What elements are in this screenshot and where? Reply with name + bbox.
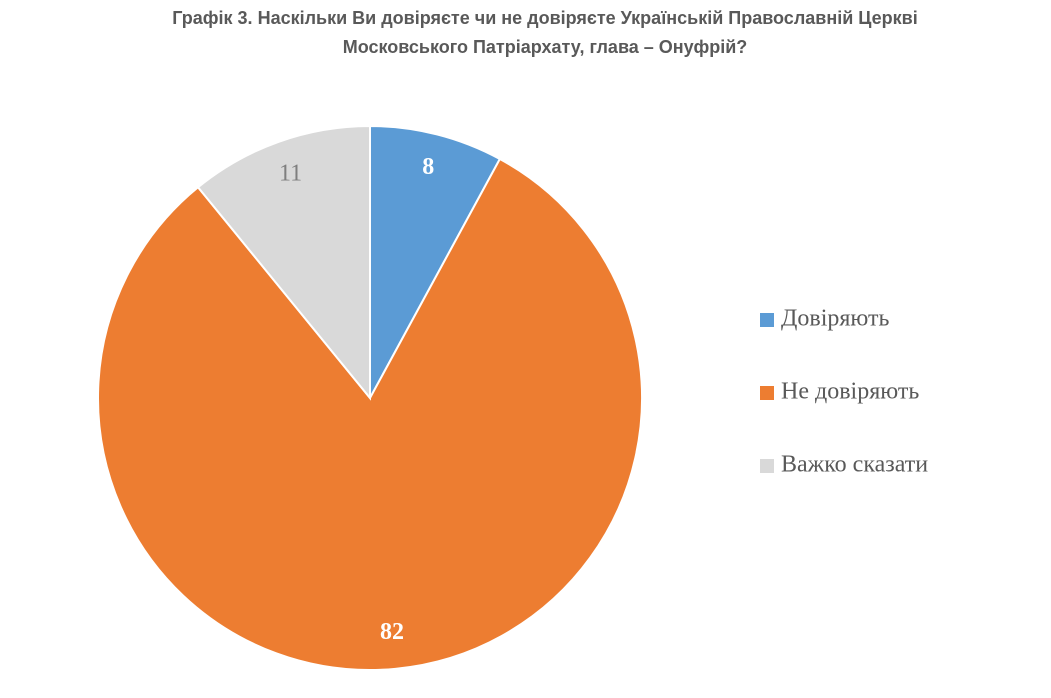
data-label: 82 — [380, 619, 404, 645]
legend-label: Важко сказати — [781, 452, 928, 478]
pie-slice — [196, 124, 371, 401]
pie-slice — [97, 157, 643, 671]
chart-title: Московського Патріархату, глава – Онуфрі… — [343, 37, 748, 57]
legend-label: Не довіряють — [781, 379, 919, 405]
legend-swatch — [760, 386, 774, 400]
pie-slice — [369, 124, 502, 399]
legend-swatch — [760, 313, 774, 327]
data-label: 11 — [279, 161, 302, 187]
legend-swatch — [760, 459, 774, 473]
data-label: 8 — [422, 154, 434, 180]
chart-title: Графік 3. Наскільки Ви довіряєте чи не д… — [172, 8, 917, 28]
legend-label: Довіряють — [781, 306, 890, 332]
